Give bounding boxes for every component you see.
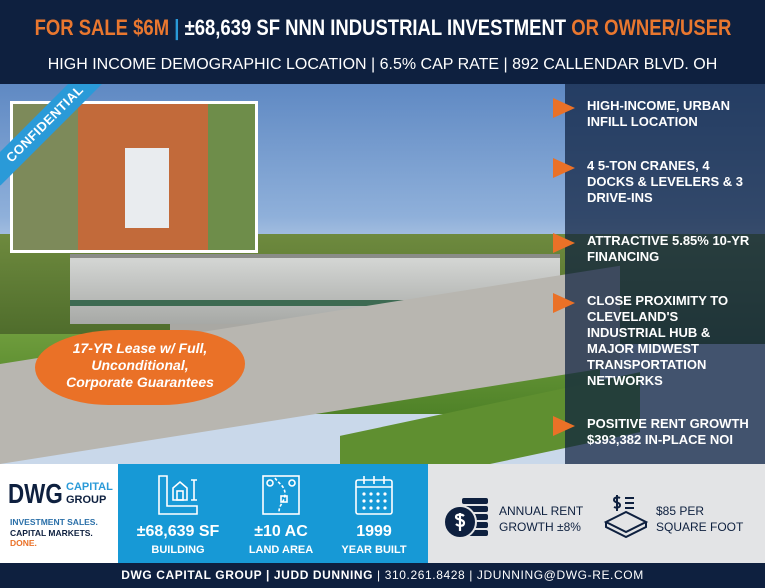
headline-owner: OR OWNER/USER [570,15,731,40]
stat-value: ±68,639 SF [136,523,220,540]
coins-dollar-icon [444,498,488,539]
tagline-3: DONE. [10,538,37,548]
highlight: POSITIVE RENT GROWTH $393,382 IN-PLACE N… [553,416,765,448]
stat-year: 1999 YEAR BUILT [326,464,422,557]
tagline-1: INVESTMENT SALES. [10,517,98,527]
calendar-icon [355,476,393,515]
price-line: SQUARE FOOT [656,520,744,534]
arrow-icon [553,416,575,436]
highlight-item: POSITIVE RENT GROWTH $393,382 IN-PLACE N… [587,416,749,447]
stat-label: YEAR BUILT [341,544,407,556]
highlight: 4 5-TON CRANES, 4 DOCKS & LEVELERS & 3 D… [553,157,765,206]
sale-price: FOR SALE $6M [34,15,169,40]
stat-label: BUILDING [151,544,205,556]
rent-growth-line: ANNUAL RENT [499,504,584,518]
price-per-sqft: $85 PER SQUARE FOOT [656,503,743,535]
highlight: ATTRACTIVE 5.85% 10-YR FINANCING [553,233,765,265]
highlight-item: CLOSE PROXIMITY TO CLEVELAND'S INDUSTRIA… [587,292,729,388]
headline: FOR SALE $6M | ±68,639 SF NNN INDUSTRIAL… [34,15,731,41]
logo-capital: CAPITAL [66,481,113,493]
stat-value: 1999 [356,523,392,540]
stat-value: ±10 AC [254,523,308,540]
footer-name: DWG CAPITAL GROUP | JUDD DUNNING [121,568,374,582]
logo-group: GROUP [66,494,107,506]
separator: | [173,15,179,40]
highlight-item: 4 5-TON CRANES, 4 DOCKS & LEVELERS & 3 D… [587,157,744,205]
property-photo: CONFIDENTIAL 17-YR Lease w/ Full, Uncond… [0,84,765,464]
property-stats: ±68,639 SF BUILDING ±10 AC LAND AREA 199… [118,464,428,563]
site-map-icon [262,475,300,515]
stat-building: ±68,639 SF BUILDING [118,464,238,557]
rent-growth: ANNUAL RENT GROWTH ±8% [499,503,583,535]
subheadline: HIGH INCOME DEMOGRAPHIC LOCATION | 6.5% … [47,56,718,73]
logo-tagline: INVESTMENT SALES. CAPITAL MARKETS. DONE. [10,517,98,549]
logo-capital-group: CAPITAL GROUP [66,481,113,507]
info-bar: DWG CAPITAL GROUP INVESTMENT SALES. CAPIT… [0,464,765,563]
arrow-icon [553,157,575,178]
arrow-icon [553,292,575,313]
arrow-icon [553,98,575,118]
footer-contact: DWG CAPITAL GROUP | JUDD DUNNING | 310.2… [0,563,765,588]
callout-line: Unconditional, [91,357,189,373]
logo-dwg: DWG [8,478,63,509]
highlights-panel: HIGH-INCOME, URBAN INFILL LOCATION 4 5-T… [553,84,765,464]
headline-main: ±68,639 SF NNN INDUSTRIAL INVESTMENT [184,15,566,40]
financial-highlights: ANNUAL RENT GROWTH ±8% $85 PER SQUARE FOOT [428,464,765,563]
price-line: $85 PER [656,504,705,518]
lease-callout: 17-YR Lease w/ Full, Unconditional, Corp… [35,330,245,405]
building-plan-icon [158,475,198,515]
stat-land: ±10 AC LAND AREA [238,464,324,557]
callout-line: Corporate Guarantees [66,374,214,390]
header: FOR SALE $6M | ±68,639 SF NNN INDUSTRIAL… [0,0,765,84]
highlight: CLOSE PROXIMITY TO CLEVELAND'S INDUSTRIA… [553,292,765,389]
footer-phone-email: | 310.261.8428 | JDUNNING@DWG-RE.COM [373,568,644,582]
rent-growth-line: GROWTH ±8% [499,520,581,534]
stat-label: LAND AREA [248,544,314,556]
highlight: HIGH-INCOME, URBAN INFILL LOCATION [553,98,765,130]
dwg-logo: DWG CAPITAL GROUP INVESTMENT SALES. CAPIT… [0,464,118,563]
price-per-sqft-icon [603,495,649,538]
arrow-icon [553,233,575,253]
highlight-item: ATTRACTIVE 5.85% 10-YR FINANCING [587,233,750,264]
callout-line: 17-YR Lease w/ Full, [72,340,208,356]
tagline-2: CAPITAL MARKETS. [10,527,93,538]
highlight-item: HIGH-INCOME, URBAN INFILL LOCATION [587,98,730,129]
